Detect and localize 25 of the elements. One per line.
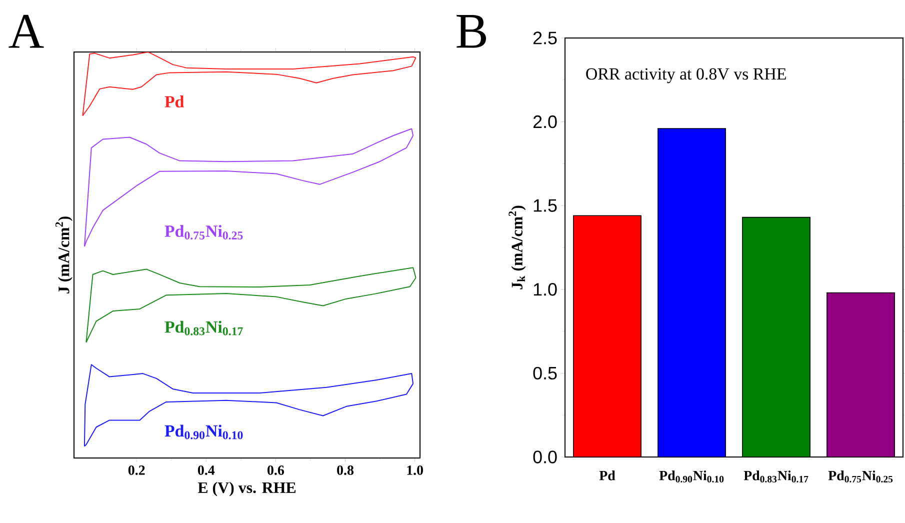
y-axis-title: J (mA/cm$^{2}$): [55, 216, 72, 294]
series-label: Pd: [164, 96, 184, 108]
x-tick-label: Pd$_{0.90}$Ni$_{0.10}$: [659, 470, 724, 482]
x-tick-label: 0.8: [337, 466, 354, 475]
series-label: Pd$_{0.90}$Ni$_{0.10}$: [164, 424, 243, 440]
y-tick-label: 1.0: [534, 283, 557, 296]
x-tick-label: 0.2: [128, 466, 145, 475]
text: B: [456, 15, 486, 48]
y-tick-label: 1.5: [534, 199, 557, 212]
x-tick-label: Pd$_{0.75}$Ni$_{0.25}$: [828, 470, 893, 482]
y-tick-label: 2.0: [533, 115, 557, 128]
x-tick-label: 0.6: [268, 466, 284, 475]
y-axis-title: J$_{k}$ (mA/cm$^{2}$): [508, 206, 526, 290]
x-tick-label: Pd: [599, 470, 616, 480]
x-axis-title: E (V) vs. RHE: [198, 482, 296, 496]
x-tick-label: 1.0: [407, 466, 423, 475]
text: A: [8, 14, 44, 48]
series-label: Pd$_{0.83}$Ni$_{0.17}$: [164, 320, 243, 336]
y-tick-label: 0.5: [533, 366, 557, 380]
text: ORR activity at 0.8V vs RHE: [586, 68, 786, 84]
text: Pd$_{0.75}$Ni$_{0.25}$: [164, 225, 243, 240]
x-tick-label: 0.4: [198, 466, 215, 475]
y-tick-label: 0.0: [533, 450, 557, 464]
x-tick-label: Pd$_{0.83}$Ni$_{0.17}$: [744, 470, 808, 482]
y-tick-label: 2.5: [533, 32, 557, 44]
